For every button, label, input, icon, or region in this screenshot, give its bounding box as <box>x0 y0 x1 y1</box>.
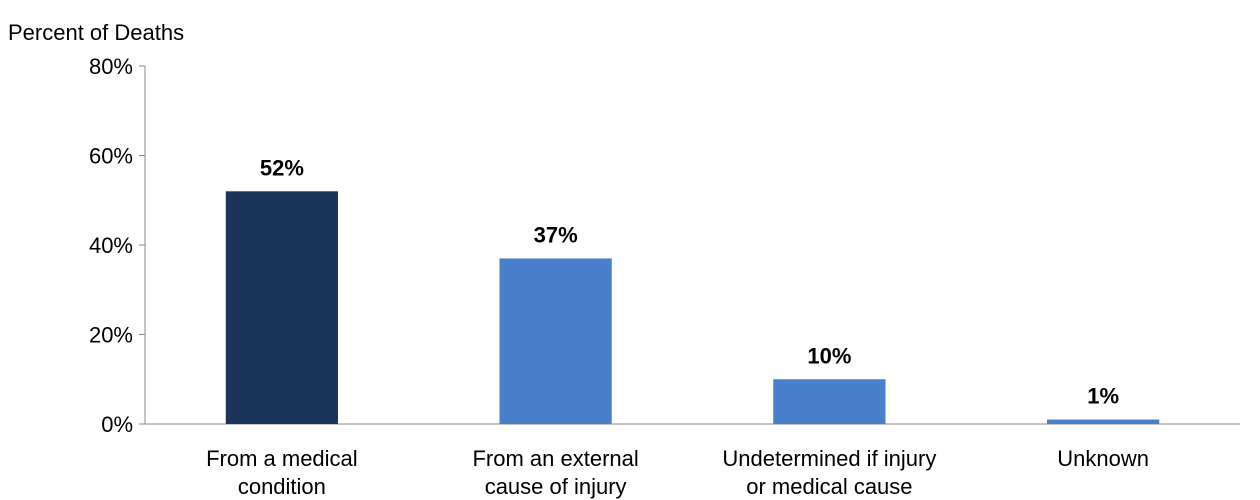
y-tick-label: 0% <box>101 412 133 437</box>
category-label-line: From a medical <box>206 446 358 471</box>
y-tick-label: 40% <box>89 233 133 258</box>
bar-value-label: 1% <box>1087 384 1119 409</box>
category-label-line: or medical cause <box>746 474 912 499</box>
bar-value-label: 37% <box>534 222 578 247</box>
bar <box>773 379 886 424</box>
bar-value-label: 10% <box>807 343 851 368</box>
category-label-line: cause of injury <box>485 474 627 499</box>
bar-value-label: 52% <box>260 155 304 180</box>
category-label: From a medical condition <box>206 446 358 499</box>
category-label: Undetermined if injury or medical cause <box>722 446 936 499</box>
y-tick-label: 60% <box>89 144 133 169</box>
y-tick-label: 20% <box>89 323 133 348</box>
bar <box>225 191 338 424</box>
y-tick-label: 80% <box>89 54 133 79</box>
bar <box>1047 419 1160 424</box>
category-label-line: Unknown <box>1057 446 1149 471</box>
category-label-line: condition <box>238 474 326 499</box>
bar <box>499 258 612 424</box>
category-label: From an external cause of injury <box>472 446 638 499</box>
y-ticks: 0% 20% 40% 60% 80% <box>89 54 145 437</box>
category-label-line: Undetermined if injury <box>722 446 936 471</box>
y-axis-label: Percent of Deaths <box>8 20 184 45</box>
data-labels: 52% 37% 10% 1% <box>260 155 1119 408</box>
category-label-line: From an external <box>472 446 638 471</box>
category-label: Unknown <box>1057 446 1149 471</box>
category-labels: From a medical condition From an external c… <box>206 446 1149 499</box>
bars <box>225 191 1160 424</box>
